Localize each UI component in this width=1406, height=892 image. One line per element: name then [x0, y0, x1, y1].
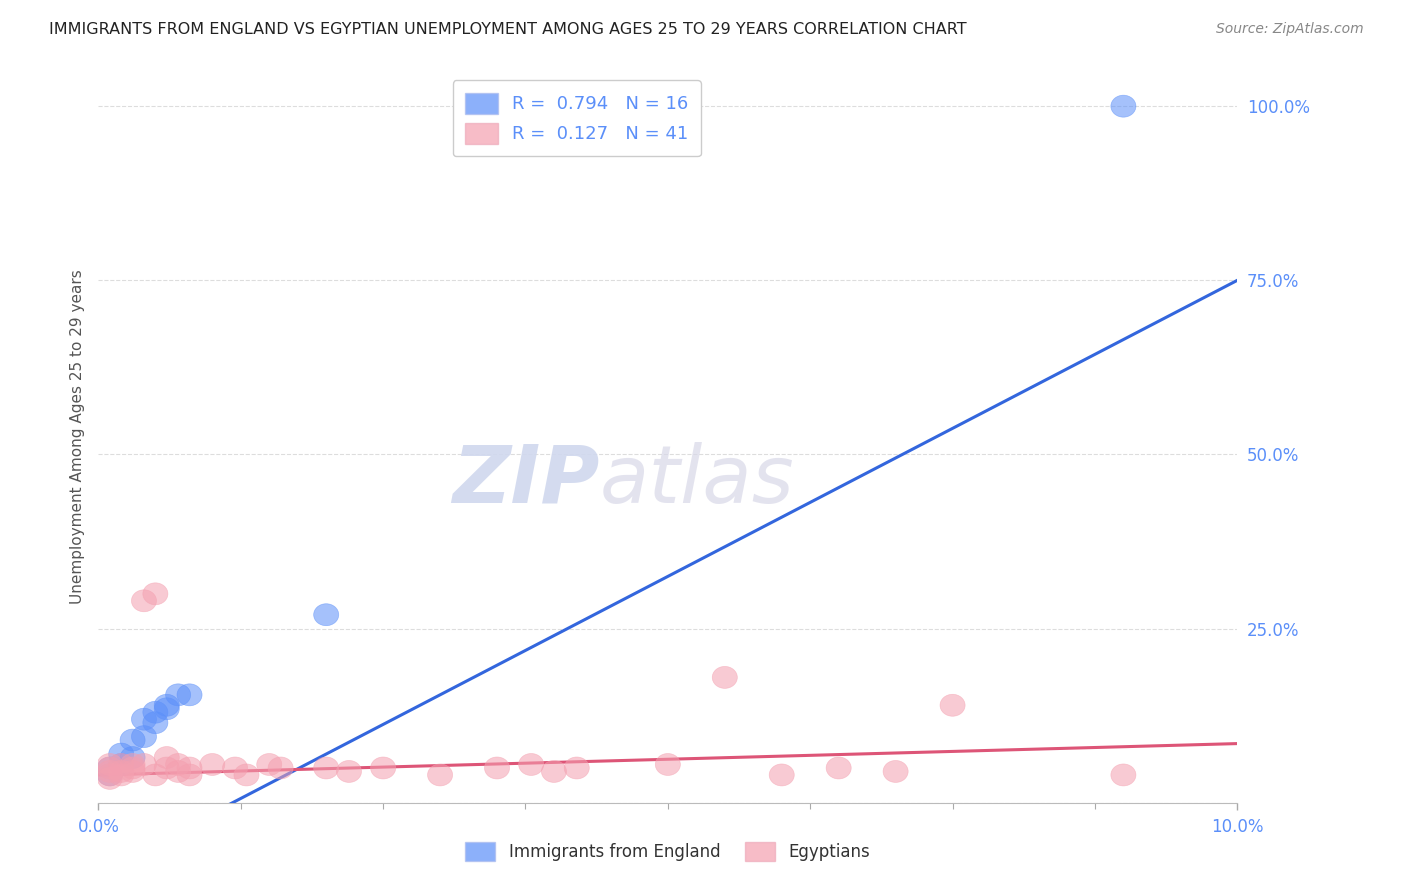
Ellipse shape — [155, 747, 180, 769]
Ellipse shape — [427, 764, 453, 786]
Ellipse shape — [1111, 764, 1136, 786]
Ellipse shape — [108, 761, 134, 782]
Ellipse shape — [108, 754, 134, 775]
Ellipse shape — [120, 747, 145, 769]
Text: IMMIGRANTS FROM ENGLAND VS EGYPTIAN UNEMPLOYMENT AMONG AGES 25 TO 29 YEARS CORRE: IMMIGRANTS FROM ENGLAND VS EGYPTIAN UNEM… — [49, 22, 967, 37]
Ellipse shape — [257, 754, 281, 775]
Ellipse shape — [541, 761, 567, 782]
Ellipse shape — [336, 761, 361, 782]
Ellipse shape — [143, 701, 167, 723]
Ellipse shape — [155, 757, 180, 779]
Ellipse shape — [233, 764, 259, 786]
Text: Source: ZipAtlas.com: Source: ZipAtlas.com — [1216, 22, 1364, 37]
Ellipse shape — [97, 767, 122, 789]
Ellipse shape — [941, 694, 965, 716]
Ellipse shape — [166, 761, 191, 782]
Ellipse shape — [131, 590, 156, 612]
Ellipse shape — [131, 726, 156, 747]
Ellipse shape — [97, 764, 122, 786]
Ellipse shape — [143, 764, 167, 786]
Ellipse shape — [120, 757, 145, 779]
Y-axis label: Unemployment Among Ages 25 to 29 years: Unemployment Among Ages 25 to 29 years — [69, 269, 84, 605]
Ellipse shape — [97, 757, 122, 779]
Ellipse shape — [769, 764, 794, 786]
Ellipse shape — [485, 757, 509, 779]
Ellipse shape — [166, 754, 191, 775]
Ellipse shape — [200, 754, 225, 775]
Ellipse shape — [131, 754, 156, 775]
Ellipse shape — [97, 764, 122, 786]
Text: atlas: atlas — [599, 442, 794, 520]
Ellipse shape — [564, 757, 589, 779]
Ellipse shape — [1111, 95, 1136, 117]
Ellipse shape — [883, 761, 908, 782]
Ellipse shape — [120, 754, 145, 775]
Ellipse shape — [222, 757, 247, 779]
Ellipse shape — [314, 604, 339, 625]
Ellipse shape — [97, 757, 122, 779]
Ellipse shape — [120, 761, 145, 782]
Ellipse shape — [177, 757, 202, 779]
Ellipse shape — [108, 754, 134, 775]
Ellipse shape — [713, 666, 737, 689]
Ellipse shape — [371, 757, 395, 779]
Ellipse shape — [155, 698, 180, 720]
Legend: Immigrants from England, Egyptians: Immigrants from England, Egyptians — [458, 835, 877, 868]
Ellipse shape — [155, 694, 180, 716]
Ellipse shape — [131, 708, 156, 731]
Ellipse shape — [177, 764, 202, 786]
Ellipse shape — [97, 761, 122, 782]
Text: ZIP: ZIP — [453, 442, 599, 520]
Ellipse shape — [519, 754, 544, 775]
Ellipse shape — [314, 757, 339, 779]
Ellipse shape — [827, 757, 851, 779]
Ellipse shape — [166, 684, 191, 706]
Ellipse shape — [269, 757, 294, 779]
Ellipse shape — [97, 754, 122, 775]
Ellipse shape — [120, 729, 145, 751]
Ellipse shape — [143, 582, 167, 605]
Ellipse shape — [177, 684, 202, 706]
Ellipse shape — [108, 764, 134, 786]
Ellipse shape — [655, 754, 681, 775]
Ellipse shape — [108, 743, 134, 765]
Ellipse shape — [143, 712, 167, 733]
